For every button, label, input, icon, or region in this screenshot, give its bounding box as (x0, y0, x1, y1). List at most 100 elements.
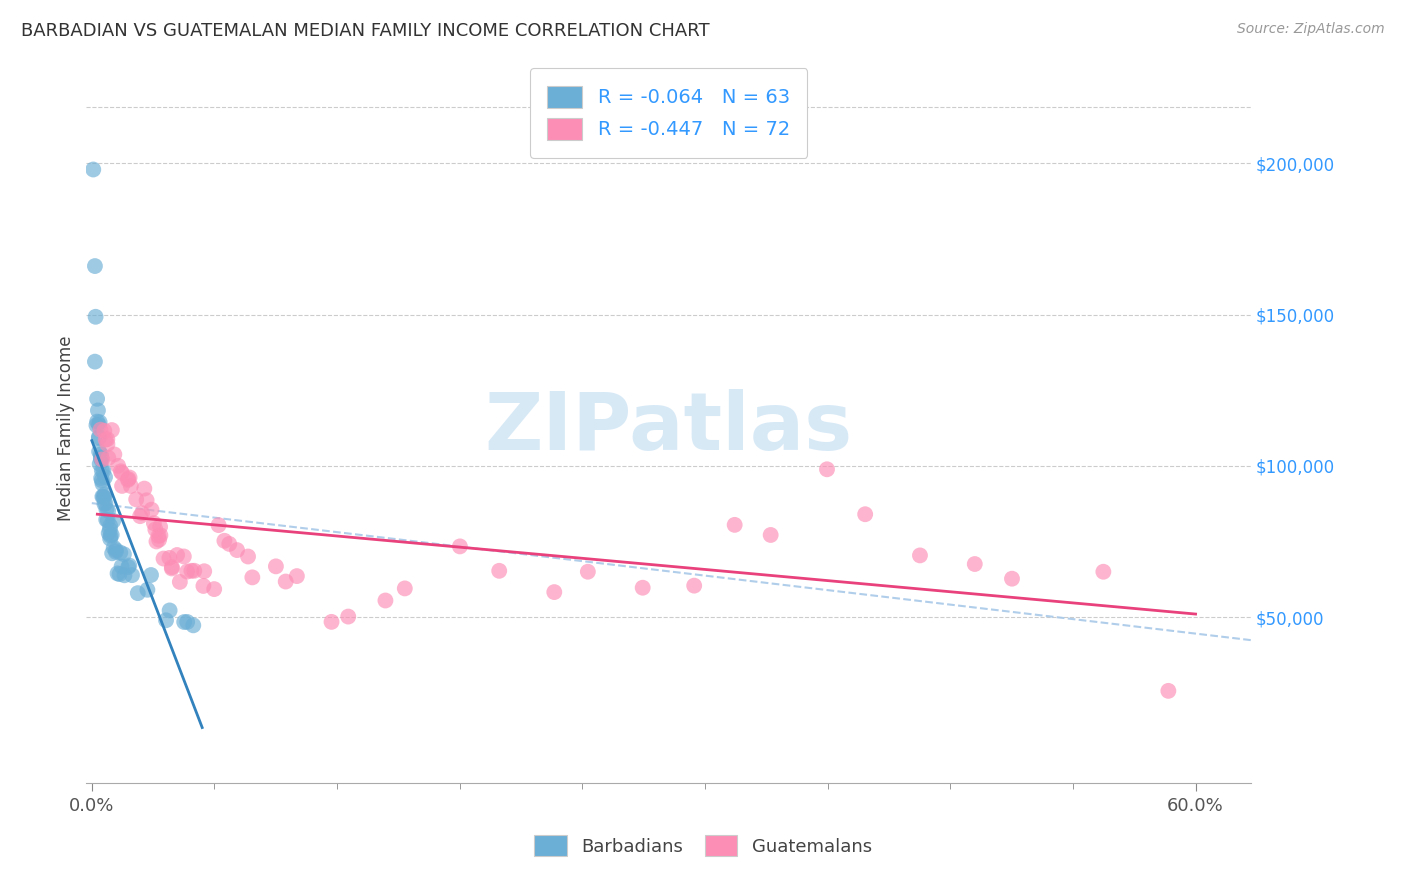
Barbadians (118, 558, 141, 573)
Barbadians (110, 546, 132, 560)
Guatemalans (853, 507, 876, 521)
Barbadians (181, 618, 204, 632)
Barbadians (84, 259, 107, 273)
Barbadians (90, 463, 112, 477)
Barbadians (87, 431, 110, 445)
Guatemalans (125, 492, 148, 507)
Barbadians (117, 560, 139, 574)
Guatemalans (89, 423, 111, 437)
Guatemalans (96, 432, 118, 446)
Guatemalans (759, 528, 782, 542)
Guatemalans (908, 549, 931, 563)
Guatemalans (160, 560, 183, 574)
Legend: R = -0.064   N = 63, R = -0.447   N = 72: R = -0.064 N = 63, R = -0.447 N = 72 (530, 68, 807, 158)
Guatemalans (274, 574, 297, 589)
Barbadians (136, 582, 159, 597)
Barbadians (139, 568, 162, 582)
Guatemalans (180, 564, 202, 578)
Barbadians (96, 502, 118, 516)
Guatemalans (143, 523, 166, 537)
Guatemalans (148, 529, 170, 543)
Guatemalans (166, 548, 188, 562)
Guatemalans (337, 609, 360, 624)
Guatemalans (218, 537, 240, 551)
Barbadians (155, 613, 177, 627)
Guatemalans (240, 570, 263, 584)
Barbadians (87, 430, 110, 444)
Guatemalans (118, 470, 141, 484)
Guatemalans (631, 581, 654, 595)
Guatemalans (110, 464, 132, 478)
Y-axis label: Median Family Income: Median Family Income (58, 335, 75, 521)
Barbadians (89, 444, 111, 458)
Guatemalans (97, 450, 120, 465)
Guatemalans (1157, 683, 1180, 698)
Text: BARBADIAN VS GUATEMALAN MEDIAN FAMILY INCOME CORRELATION CHART: BARBADIAN VS GUATEMALAN MEDIAN FAMILY IN… (21, 22, 710, 40)
Barbadians (93, 488, 115, 502)
Guatemalans (394, 582, 416, 596)
Barbadians (91, 476, 114, 491)
Barbadians (104, 545, 127, 559)
Guatemalans (141, 502, 163, 516)
Barbadians (86, 392, 108, 406)
Barbadians (108, 567, 131, 582)
Guatemalans (129, 509, 152, 524)
Barbadians (103, 541, 125, 555)
Barbadians (121, 568, 143, 582)
Barbadians (100, 528, 122, 542)
Barbadians (98, 532, 121, 546)
Guatemalans (963, 557, 986, 571)
Guatemalans (120, 479, 142, 493)
Guatemalans (149, 520, 172, 534)
Guatemalans (176, 565, 198, 579)
Guatemalans (285, 569, 308, 583)
Guatemalans (135, 493, 157, 508)
Barbadians (86, 418, 108, 433)
Guatemalans (576, 565, 599, 579)
Guatemalans (374, 593, 396, 607)
Guatemalans (117, 472, 139, 486)
Guatemalans (724, 517, 747, 532)
Barbadians (94, 496, 117, 510)
Barbadians (110, 559, 132, 574)
Barbadians (114, 568, 136, 582)
Guatemalans (117, 473, 139, 487)
Barbadians (97, 504, 120, 518)
Barbadians (82, 162, 104, 177)
Guatemalans (142, 516, 165, 531)
Barbadians (127, 586, 149, 600)
Barbadians (96, 513, 118, 527)
Barbadians (93, 491, 115, 505)
Guatemalans (1092, 565, 1115, 579)
Barbadians (90, 452, 112, 467)
Barbadians (112, 547, 135, 561)
Guatemalans (193, 564, 215, 578)
Barbadians (90, 473, 112, 487)
Guatemalans (183, 564, 205, 578)
Guatemalans (214, 533, 236, 548)
Barbadians (90, 447, 112, 461)
Barbadians (97, 526, 120, 541)
Barbadians (159, 603, 181, 617)
Guatemalans (815, 462, 838, 476)
Barbadians (89, 415, 111, 429)
Barbadians (86, 415, 108, 429)
Guatemalans (111, 479, 134, 493)
Guatemalans (169, 574, 191, 589)
Legend: Barbadians, Guatemalans: Barbadians, Guatemalans (527, 828, 879, 863)
Guatemalans (131, 506, 153, 520)
Guatemalans (157, 550, 180, 565)
Barbadians (104, 543, 127, 558)
Guatemalans (321, 615, 343, 629)
Guatemalans (134, 482, 156, 496)
Guatemalans (96, 437, 118, 451)
Barbadians (98, 519, 121, 533)
Barbadians (173, 615, 195, 629)
Guatemalans (93, 424, 115, 438)
Guatemalans (193, 579, 215, 593)
Barbadians (176, 615, 198, 629)
Guatemalans (145, 534, 167, 549)
Barbadians (90, 450, 112, 465)
Guatemalans (101, 423, 124, 437)
Text: Source: ZipAtlas.com: Source: ZipAtlas.com (1237, 22, 1385, 37)
